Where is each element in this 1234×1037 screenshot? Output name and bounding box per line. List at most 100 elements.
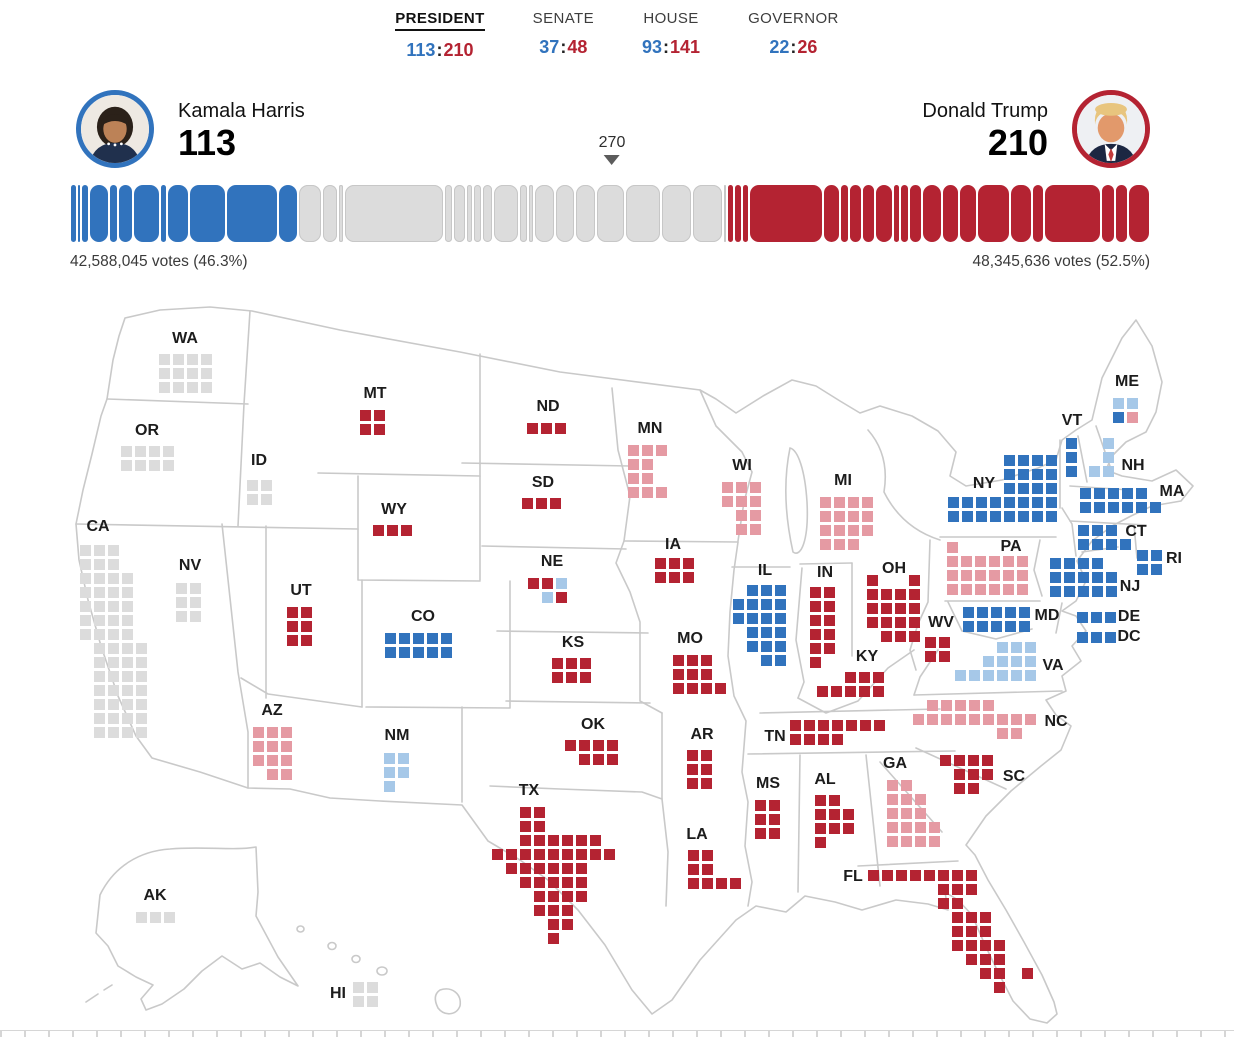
ev-square-NC bbox=[927, 700, 938, 711]
ev-square-ND bbox=[541, 423, 552, 434]
tab-governor[interactable]: GOVERNOR 22:26 bbox=[748, 10, 839, 61]
tab-house[interactable]: HOUSE 93:141 bbox=[642, 10, 700, 61]
ev-square-NY bbox=[962, 497, 973, 508]
bar-segment-harris bbox=[279, 185, 298, 242]
state-label-IA: IA bbox=[665, 536, 681, 553]
ev-square-IA bbox=[669, 558, 680, 569]
ev-square-ND bbox=[527, 423, 538, 434]
state-label-NH: NH bbox=[1121, 457, 1145, 474]
ev-square-MO bbox=[687, 655, 698, 666]
ev-square-LA bbox=[688, 850, 699, 861]
ev-square-LA bbox=[702, 850, 713, 861]
ev-square-OH bbox=[895, 589, 906, 600]
cropped-table-edge bbox=[0, 1030, 1234, 1037]
ev-square-TX bbox=[548, 835, 559, 846]
ev-square-NY bbox=[1018, 469, 1029, 480]
ev-square-MI bbox=[848, 525, 859, 536]
ev-square-NJ bbox=[1092, 558, 1103, 569]
ev-square-GA bbox=[901, 794, 912, 805]
trump-electoral-votes: 210 bbox=[987, 122, 1048, 163]
ev-square-FL bbox=[896, 870, 907, 881]
ev-square-UT bbox=[301, 635, 312, 646]
ev-square-AR bbox=[701, 764, 712, 775]
score-separator: : bbox=[790, 37, 797, 57]
ev-square-MS bbox=[769, 814, 780, 825]
bar-segment-trump bbox=[742, 185, 748, 242]
ev-square-FL bbox=[994, 968, 1005, 979]
ev-square-IL bbox=[747, 641, 758, 652]
ev-square-UT bbox=[287, 607, 298, 618]
ev-square-VA bbox=[1011, 670, 1022, 681]
ev-square-IN bbox=[824, 587, 835, 598]
score-separator: : bbox=[663, 37, 670, 57]
ev-square-TX bbox=[576, 877, 587, 888]
ev-square-CA bbox=[108, 587, 119, 598]
ev-square-AL bbox=[815, 795, 826, 806]
bar-segment-trump bbox=[901, 185, 909, 242]
ev-square-MI bbox=[862, 497, 873, 508]
ev-square-MD bbox=[991, 607, 1002, 618]
ev-square-DC bbox=[1091, 632, 1102, 643]
ev-square-CT bbox=[1092, 525, 1103, 536]
ev-square-CA bbox=[122, 629, 133, 640]
bar-segment-undecided bbox=[556, 185, 575, 242]
ev-square-NC bbox=[997, 714, 1008, 725]
ev-square-FL bbox=[980, 954, 991, 965]
ev-square-PA bbox=[947, 570, 958, 581]
ev-square-IL bbox=[747, 585, 758, 596]
ev-square-MD bbox=[977, 621, 988, 632]
ev-square-AL bbox=[815, 837, 826, 848]
ev-square-FL bbox=[980, 912, 991, 923]
ev-square-IL bbox=[761, 599, 772, 610]
ev-square-TX bbox=[534, 905, 545, 916]
ev-square-PA bbox=[1017, 570, 1028, 581]
ev-square-VA bbox=[1025, 642, 1036, 653]
state-label-OR: OR bbox=[135, 422, 159, 439]
ev-square-TN bbox=[818, 734, 829, 745]
bar-segment-trump bbox=[840, 185, 848, 242]
ev-square-TN bbox=[874, 720, 885, 731]
ev-square-NY bbox=[990, 511, 1001, 522]
ev-square-IL bbox=[775, 641, 786, 652]
ev-square-CA bbox=[122, 713, 133, 724]
state-label-SC: SC bbox=[1002, 768, 1026, 785]
ev-square-GA bbox=[929, 836, 940, 847]
ev-square-OH bbox=[909, 589, 920, 600]
ev-square-TX bbox=[534, 863, 545, 874]
ev-square-NY bbox=[962, 511, 973, 522]
ev-square-OK bbox=[579, 740, 590, 751]
bar-segment-trump bbox=[1116, 185, 1128, 242]
tab-president[interactable]: PRESIDENT 113:210 bbox=[395, 10, 485, 61]
ev-square-WY bbox=[401, 525, 412, 536]
ev-square-NV bbox=[190, 597, 201, 608]
ev-square-FL bbox=[952, 884, 963, 895]
ev-square-TX bbox=[576, 863, 587, 874]
ev-square-IL bbox=[775, 613, 786, 624]
ev-square-AK bbox=[136, 912, 147, 923]
ev-square-ID bbox=[247, 494, 258, 505]
ev-square-FL bbox=[980, 926, 991, 937]
ev-square-GA bbox=[901, 822, 912, 833]
ev-square-WV bbox=[925, 651, 936, 662]
ev-square-MI bbox=[820, 525, 831, 536]
ev-square-MO bbox=[673, 669, 684, 680]
ev-square-NC bbox=[997, 728, 1008, 739]
ev-square-IL bbox=[761, 641, 772, 652]
state-label-PA: PA bbox=[1000, 538, 1022, 555]
ev-square-TX bbox=[506, 849, 517, 860]
ev-square-CA bbox=[108, 727, 119, 738]
ev-square-IL bbox=[747, 599, 758, 610]
ev-square-PA bbox=[1003, 570, 1014, 581]
ev-square-WY bbox=[387, 525, 398, 536]
ev-square-NM bbox=[384, 767, 395, 778]
ev-square-SD bbox=[522, 498, 533, 509]
ev-square-VA bbox=[1011, 642, 1022, 653]
ev-square-UT bbox=[301, 621, 312, 632]
ev-square-MT bbox=[360, 410, 371, 421]
ev-square-VA bbox=[955, 670, 966, 681]
ev-square-TX bbox=[534, 807, 545, 818]
tab-senate[interactable]: SENATE 37:48 bbox=[533, 10, 594, 61]
ev-square-FL bbox=[952, 912, 963, 923]
ev-square-NC bbox=[1011, 714, 1022, 725]
ev-square-CA bbox=[108, 671, 119, 682]
